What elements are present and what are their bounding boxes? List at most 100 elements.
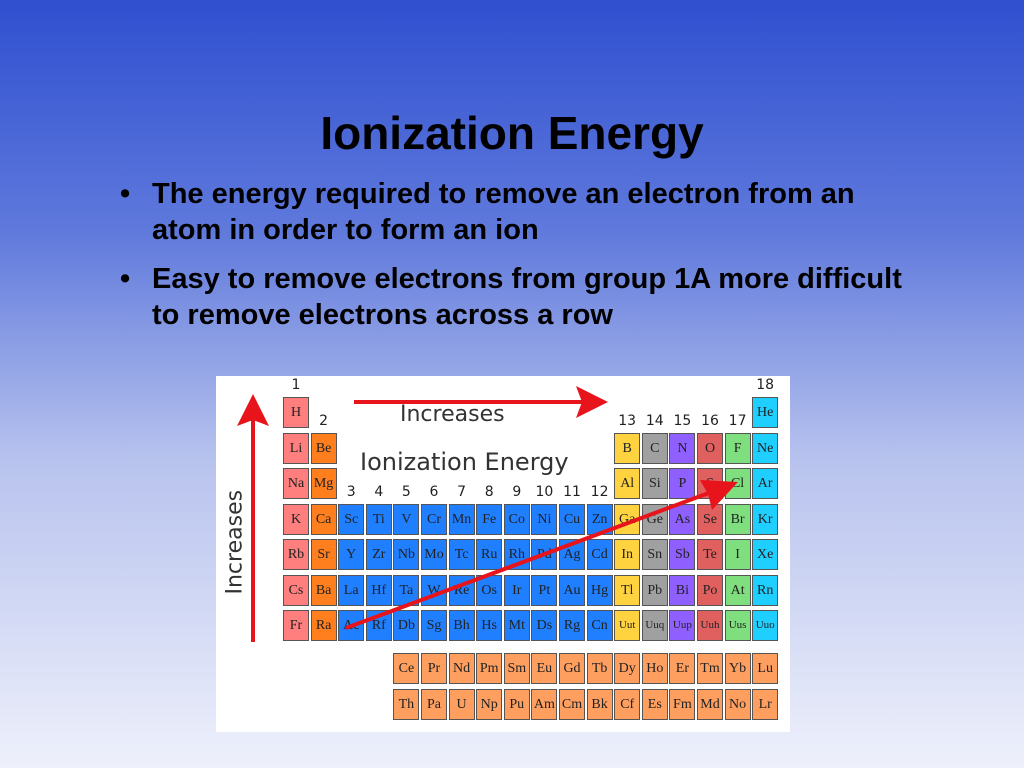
element-cell-re: Re <box>448 574 475 606</box>
element-cell-au: Au <box>559 574 585 606</box>
element-cell-he: He <box>752 397 779 428</box>
element-cell-pr: Pr <box>421 653 447 684</box>
element-cell-pu: Pu <box>503 688 530 720</box>
group-label-13: 13 <box>618 413 637 429</box>
element-cell-u: U <box>448 688 475 720</box>
element-cell-rn: Rn <box>752 574 779 606</box>
element-cell-ds: Ds <box>531 610 558 641</box>
element-cell-th: Th <box>393 688 420 720</box>
element-cell-c: C <box>641 432 668 464</box>
element-cell-sc: Sc <box>338 503 365 535</box>
element-cell-ir: Ir <box>503 574 530 606</box>
element-cell-uuh: Uuh <box>697 610 723 641</box>
element-cell-rg: Rg <box>559 610 585 641</box>
element-cell-nd: Nd <box>448 653 475 684</box>
element-cell-cd: Cd <box>586 539 613 570</box>
element-cell-ne: Ne <box>752 432 779 464</box>
element-cell-hg: Hg <box>586 574 613 606</box>
element-cell-s: S <box>697 468 723 499</box>
element-cell-ni: Ni <box>531 503 558 535</box>
element-cell-sm: Sm <box>503 653 530 684</box>
element-cell-br: Br <box>724 503 751 535</box>
ionization-energy-label: Ionization Energy <box>360 448 569 476</box>
element-cell-at: At <box>724 574 751 606</box>
element-cell-i: I <box>724 539 751 570</box>
slide-title: Ionization Energy <box>320 107 704 159</box>
element-cell-b: B <box>614 432 641 464</box>
element-cell-al: Al <box>614 468 641 499</box>
element-cell-hf: Hf <box>365 574 392 606</box>
element-cell-ac: Ac <box>338 610 365 641</box>
element-cell-es: Es <box>641 688 668 720</box>
element-cell-li: Li <box>283 432 309 464</box>
group-label-12: 12 <box>590 484 609 500</box>
element-cell-sg: Sg <box>421 610 447 641</box>
element-cell-mg: Mg <box>310 468 337 499</box>
element-cell-po: Po <box>697 574 723 606</box>
element-cell-sr: Sr <box>310 539 337 570</box>
element-cell-uus: Uus <box>724 610 751 641</box>
element-cell-hs: Hs <box>476 610 503 641</box>
element-cell-er: Er <box>669 653 696 684</box>
group-label-4: 4 <box>374 484 384 500</box>
group-label-5: 5 <box>401 484 411 500</box>
element-cell-dy: Dy <box>614 653 641 684</box>
element-cell-am: Am <box>531 688 558 720</box>
bullet-text: The energy required to remove an electro… <box>152 178 855 246</box>
element-cell-v: V <box>393 503 420 535</box>
element-cell-ga: Ga <box>614 503 641 535</box>
element-cell-no: No <box>724 688 751 720</box>
element-cell-yb: Yb <box>724 653 751 684</box>
element-cell-db: Db <box>393 610 420 641</box>
element-cell-co: Co <box>503 503 530 535</box>
element-cell-eu: Eu <box>531 653 558 684</box>
element-cell-fm: Fm <box>669 688 696 720</box>
element-cell-bh: Bh <box>448 610 475 641</box>
element-cell-kr: Kr <box>752 503 779 535</box>
element-cell-n: N <box>669 432 696 464</box>
element-cell-pm: Pm <box>476 653 503 684</box>
group-label-11: 11 <box>563 484 581 500</box>
element-cell-bk: Bk <box>586 688 613 720</box>
element-cell-mo: Mo <box>421 539 447 570</box>
element-cell-mn: Mn <box>448 503 475 535</box>
element-cell-np: Np <box>476 688 503 720</box>
element-cell-xe: Xe <box>752 539 779 570</box>
element-cell-uup: Uup <box>669 610 696 641</box>
bullet-text: Easy to remove electrons from group 1A m… <box>152 263 902 331</box>
element-cell-se: Se <box>697 503 723 535</box>
element-cell-pt: Pt <box>531 574 558 606</box>
bullet-marker: • <box>120 263 131 295</box>
element-cell-cn: Cn <box>586 610 613 641</box>
element-cell-rf: Rf <box>365 610 392 641</box>
element-cell-uuq: Uuq <box>641 610 668 641</box>
bullet-item: • The energy required to remove an elect… <box>116 176 916 248</box>
element-cell-y: Y <box>338 539 365 570</box>
element-cell-h: H <box>283 397 309 428</box>
element-cell-lr: Lr <box>752 688 779 720</box>
element-cell-cl: Cl <box>724 468 751 499</box>
element-cell-ho: Ho <box>641 653 668 684</box>
element-cell-ru: Ru <box>476 539 503 570</box>
element-cell-tl: Tl <box>614 574 641 606</box>
element-cell-ge: Ge <box>641 503 668 535</box>
element-cell-na: Na <box>283 468 309 499</box>
element-cell-gd: Gd <box>559 653 585 684</box>
element-cell-nb: Nb <box>393 539 420 570</box>
element-cell-si: Si <box>641 468 668 499</box>
group-label-18: 18 <box>756 377 775 393</box>
element-cell-pa: Pa <box>421 688 447 720</box>
element-cell-cu: Cu <box>559 503 585 535</box>
element-cell-lu: Lu <box>752 653 779 684</box>
element-cell-uuo: Uuo <box>752 610 779 641</box>
element-cell-ra: Ra <box>310 610 337 641</box>
element-cell-md: Md <box>697 688 723 720</box>
element-cell-as: As <box>669 503 696 535</box>
bullet-item: • Easy to remove electrons from group 1A… <box>116 261 916 333</box>
element-cell-ce: Ce <box>393 653 420 684</box>
element-cell-tc: Tc <box>448 539 475 570</box>
element-cell-p: P <box>669 468 696 499</box>
element-cell-in: In <box>614 539 641 570</box>
element-cell-be: Be <box>310 432 337 464</box>
group-label-6: 6 <box>429 484 439 500</box>
